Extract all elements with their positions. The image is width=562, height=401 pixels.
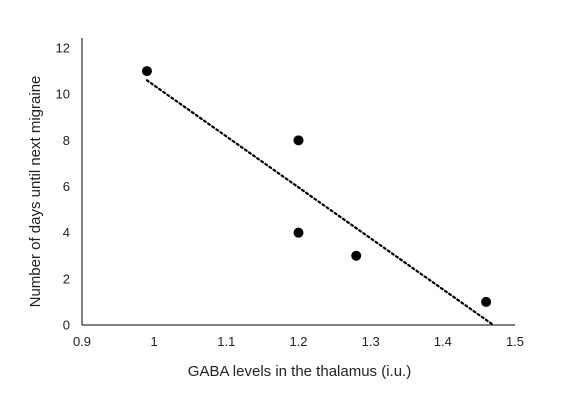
x-tick-label: 1.1 xyxy=(217,334,235,349)
y-tick-label: 10 xyxy=(56,87,70,102)
x-tick-labels: 0.9 1 1.1 1.2 1.3 1.4 1.5 xyxy=(73,334,524,349)
data-point xyxy=(351,250,362,261)
y-tick-label: 0 xyxy=(63,318,70,333)
trendline xyxy=(145,79,495,327)
x-tick-label: 1.3 xyxy=(362,334,380,349)
x-tick-label: 1.5 xyxy=(506,334,524,349)
data-point xyxy=(481,296,492,307)
y-axis-title: Number of days until next migraine xyxy=(27,76,44,308)
y-tick-label: 12 xyxy=(56,41,70,56)
y-tick-label: 8 xyxy=(63,133,70,148)
y-tick-label: 4 xyxy=(63,225,70,240)
x-tick-label: 1.2 xyxy=(289,334,307,349)
x-tick-label: 1 xyxy=(151,334,158,349)
data-point xyxy=(141,66,152,77)
data-point xyxy=(293,135,304,146)
y-tick-label: 2 xyxy=(63,271,70,286)
data-points xyxy=(141,66,492,307)
x-tick-label: 1.4 xyxy=(434,334,452,349)
y-tick-label: 6 xyxy=(63,179,70,194)
y-tick-labels: 0 2 4 6 8 10 12 xyxy=(56,41,70,333)
data-point xyxy=(293,227,304,238)
plot-area: 0.9 1 1.1 1.2 1.3 1.4 1.5 0 2 4 6 8 10 12 xyxy=(56,38,524,349)
x-axis-title: GABA levels in the thalamus (i.u.) xyxy=(188,363,411,380)
x-tick-label: 0.9 xyxy=(73,334,91,349)
